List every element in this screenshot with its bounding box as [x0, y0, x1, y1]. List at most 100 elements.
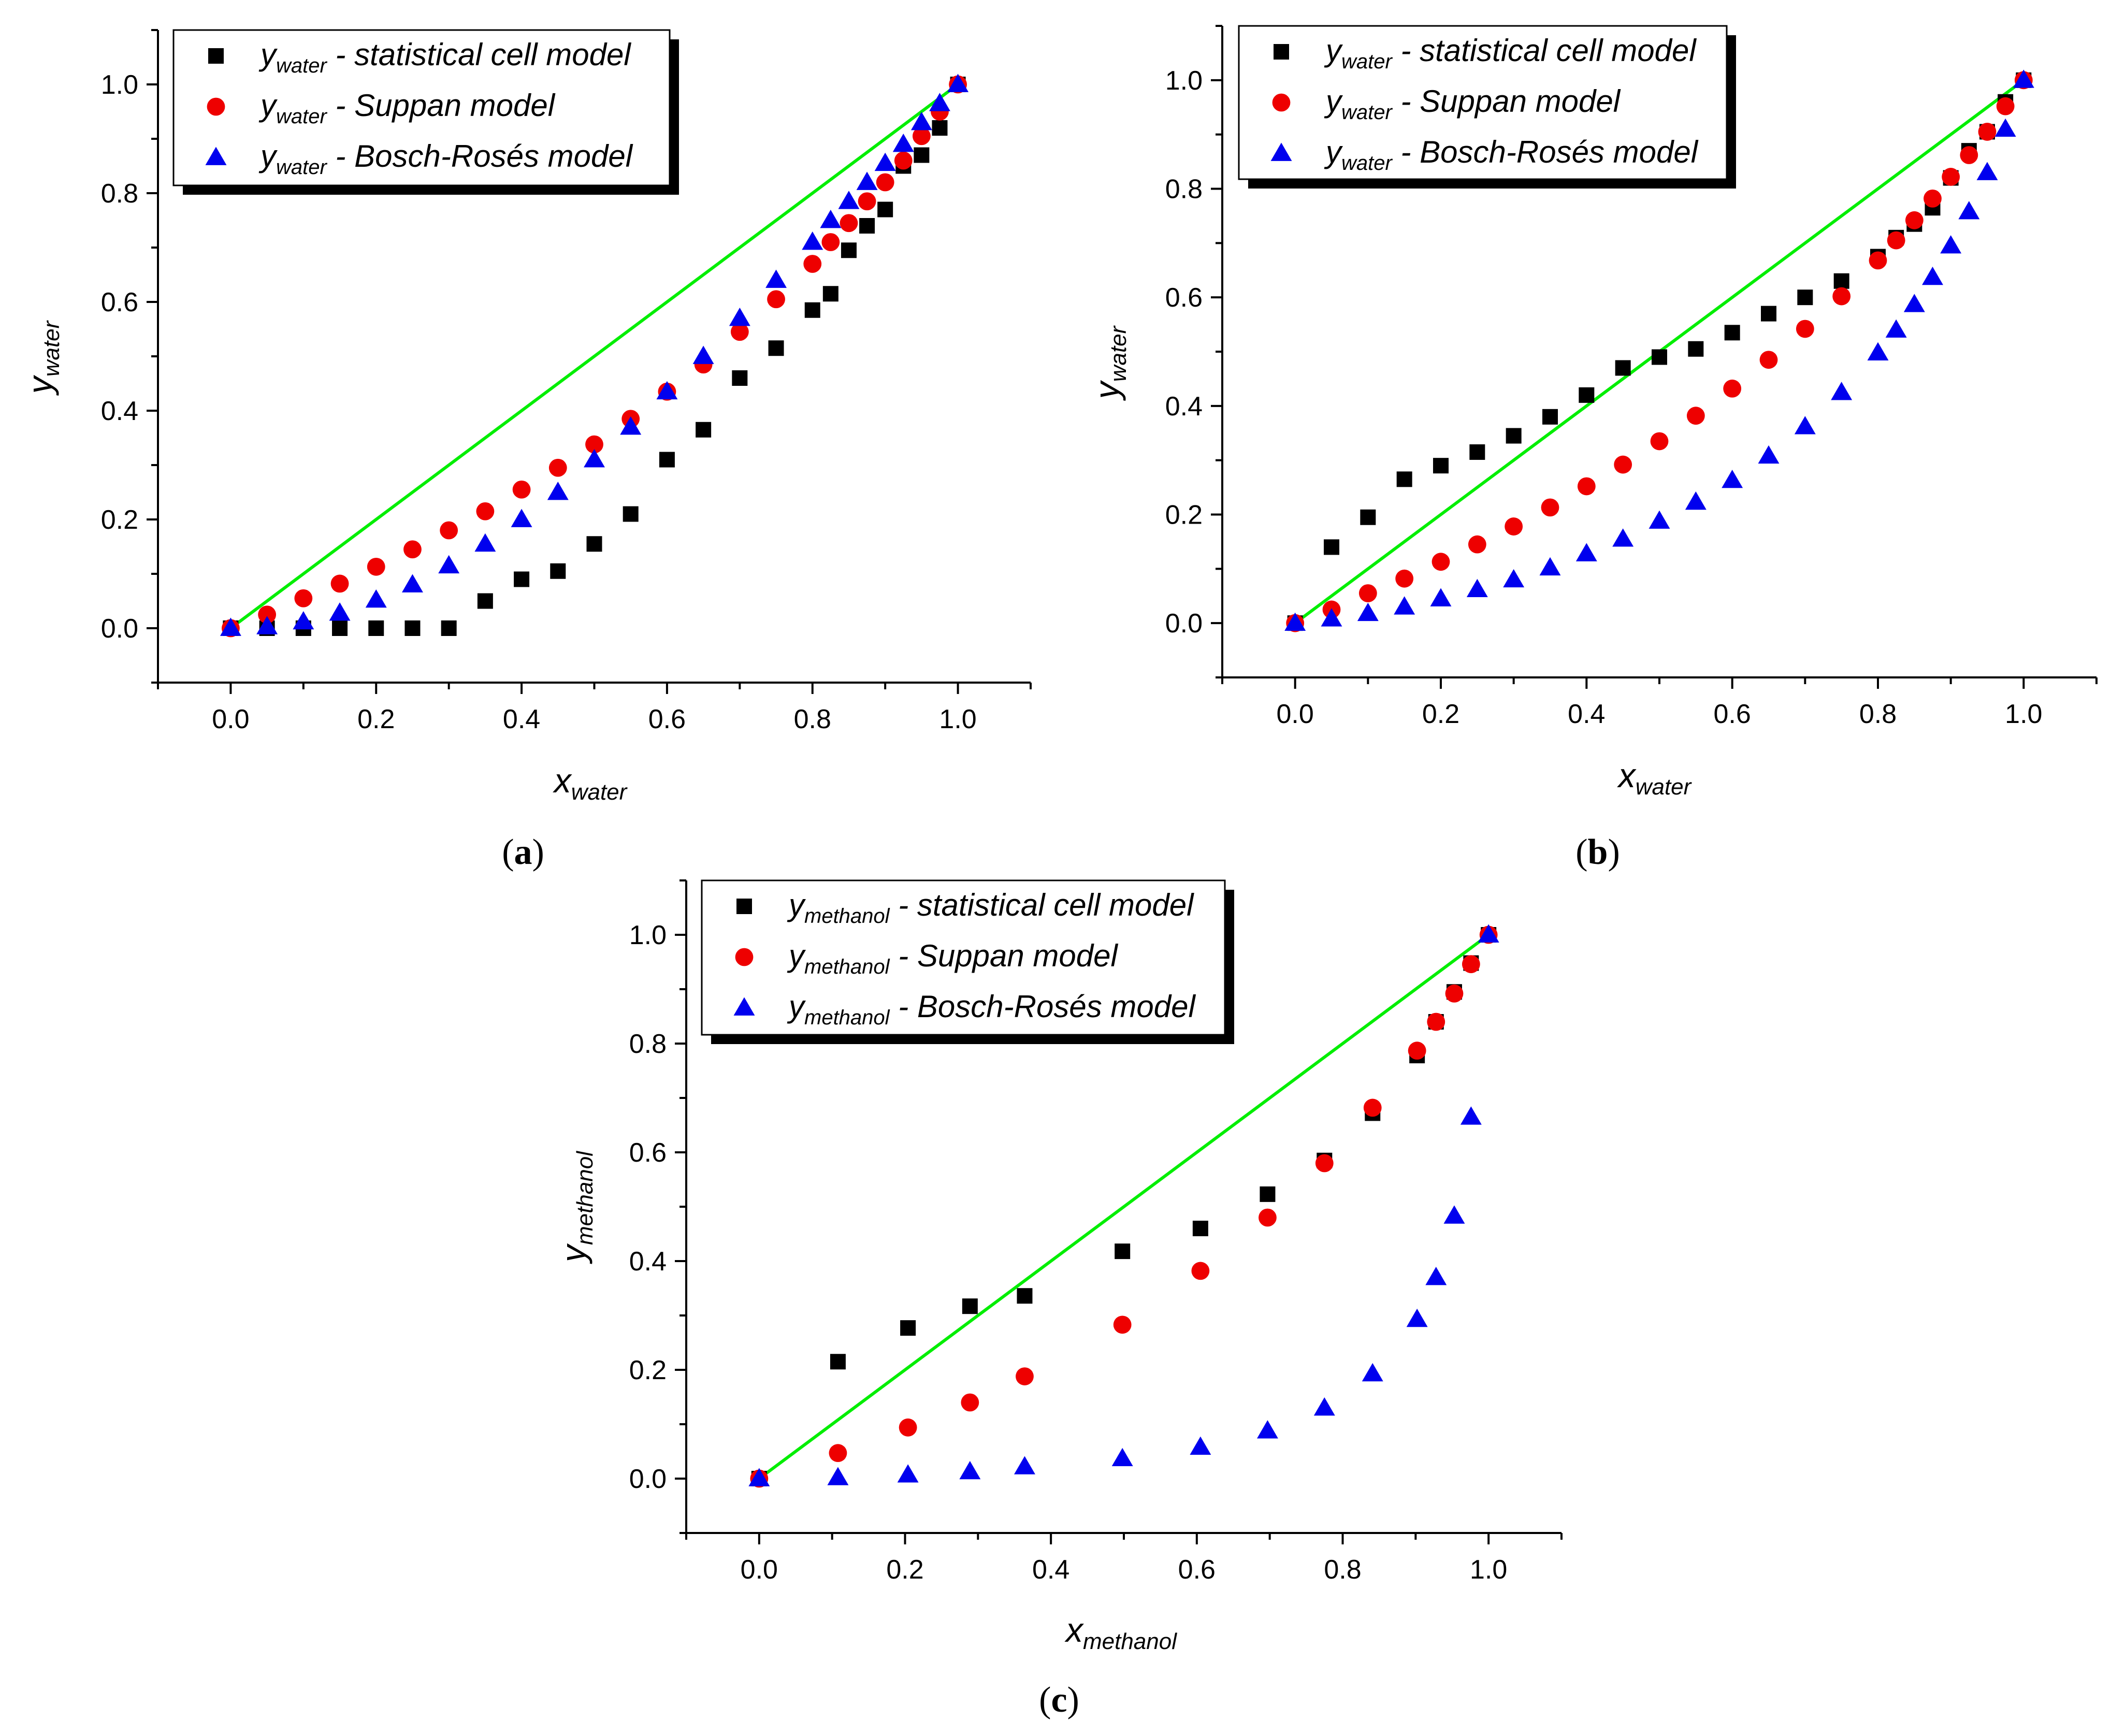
- legend-label-sub: methanol: [804, 905, 890, 928]
- data-point: [838, 191, 860, 209]
- chart-panel-a: 0.0 0.2 0.4 0.6 0.8 1.00.00.20.40.60.81.0xwat…: [21, 29, 1032, 872]
- data-point: [1958, 201, 1980, 220]
- data-point: [767, 290, 785, 309]
- data-point: [1259, 1208, 1277, 1227]
- x-tick-label: 0.8: [1324, 1555, 1361, 1585]
- y-axis-label-var: y: [21, 374, 59, 396]
- legend-label: ymethanol - Suppan model: [787, 938, 1119, 978]
- data-point: [765, 269, 787, 288]
- x-axis-label: xmethanol: [1064, 1611, 1177, 1654]
- data-point: [1905, 211, 1924, 229]
- series-triangle: [1284, 69, 2034, 631]
- x-tick-label: 0.2: [357, 704, 395, 734]
- y-tick-label: 0.6: [1165, 283, 1203, 313]
- data-point: [1960, 146, 1978, 164]
- data-point: [584, 449, 605, 468]
- legend-label-var: y: [787, 989, 806, 1024]
- data-point: [1761, 306, 1776, 322]
- panel-caption-close: ): [1608, 832, 1620, 872]
- data-point: [1577, 477, 1596, 496]
- data-point: [874, 152, 896, 171]
- y-tick-label: 0.4: [101, 396, 138, 426]
- data-point: [365, 589, 387, 608]
- y-tick-label: 0.2: [629, 1355, 667, 1385]
- data-point: [1505, 517, 1523, 536]
- x-tick-label: 0.4: [1032, 1555, 1069, 1585]
- legend-marker: [1270, 142, 1292, 161]
- legend-label: ywater - statistical cell model: [1324, 33, 1697, 73]
- data-point: [768, 340, 784, 356]
- x-axis-label-var: x: [553, 761, 572, 800]
- data-point: [1794, 416, 1816, 435]
- legend-box: [1238, 25, 1728, 180]
- legend-marker: [207, 97, 225, 116]
- data-point: [511, 509, 532, 527]
- data-point: [900, 1320, 916, 1336]
- data-point: [1406, 1308, 1428, 1327]
- data-point: [1396, 471, 1412, 487]
- data-point: [1542, 409, 1558, 425]
- x-tick-label: 0.6: [1714, 699, 1751, 729]
- data-point: [692, 345, 714, 364]
- y-tick-label: 0.8: [101, 179, 138, 209]
- data-point: [1469, 444, 1485, 460]
- data-point: [1313, 1397, 1335, 1416]
- data-point: [1256, 1420, 1278, 1439]
- data-point: [404, 620, 421, 636]
- data-point: [1686, 407, 1705, 425]
- y-tick-label: 0.8: [629, 1029, 667, 1059]
- data-point: [821, 233, 840, 251]
- data-point: [1885, 319, 1907, 338]
- data-point: [1432, 553, 1450, 571]
- legend-label-var: y: [1324, 84, 1343, 119]
- x-axis-label: xwater: [553, 761, 628, 805]
- data-point: [696, 422, 712, 438]
- x-axis-label-var: x: [1617, 756, 1637, 794]
- legend-label-text: - Bosch-Rosés model: [327, 139, 633, 173]
- data-point: [858, 192, 876, 211]
- legend-label-sub: water: [276, 54, 327, 77]
- y-tick-label: 0.2: [1165, 500, 1203, 530]
- x-tick-label: 0.4: [1568, 699, 1605, 729]
- data-point: [1831, 382, 1853, 400]
- panel-caption: (b): [1575, 832, 1620, 872]
- data-point: [748, 1468, 770, 1486]
- data-point: [1362, 1363, 1383, 1382]
- legend-label-var: y: [258, 139, 278, 173]
- data-point: [1758, 445, 1780, 464]
- legend-label-sub: methanol: [804, 1006, 890, 1029]
- data-point: [876, 173, 894, 192]
- legend-label-text: - Suppan model: [890, 938, 1119, 973]
- data-point: [1976, 162, 1998, 180]
- legend-label-text: - statistical cell model: [1392, 33, 1697, 68]
- data-point: [1357, 602, 1379, 621]
- data-point: [367, 557, 385, 576]
- data-point: [729, 308, 750, 326]
- panel-caption: (c): [1039, 1680, 1079, 1720]
- data-point: [894, 151, 913, 170]
- data-point: [220, 617, 241, 636]
- data-point: [1650, 432, 1669, 451]
- x-tick-label: 1.0: [939, 704, 976, 734]
- data-point: [822, 286, 838, 302]
- data-point: [477, 593, 493, 609]
- data-point: [548, 458, 567, 477]
- data-point: [1427, 1012, 1445, 1031]
- legend-label: ymethanol - statistical cell model: [787, 888, 1194, 928]
- data-point: [929, 93, 950, 111]
- data-point: [1942, 168, 1960, 186]
- legend-label-var: y: [787, 938, 806, 973]
- y-axis-label-var: y: [1088, 380, 1126, 401]
- data-point: [1724, 325, 1740, 341]
- data-point: [401, 574, 423, 592]
- legend-label-text: - statistical cell model: [890, 888, 1195, 922]
- data-point: [962, 1298, 978, 1314]
- data-point: [1111, 1448, 1133, 1466]
- data-point: [947, 74, 969, 92]
- data-point: [1324, 539, 1339, 555]
- legend-label-var: y: [258, 88, 278, 123]
- chart-panel-b: 0.0 0.2 0.4 0.6 0.8 1.00.00.20.40.60.81.0xwat…: [1088, 25, 2098, 872]
- panel-caption: (a): [502, 832, 544, 872]
- panel-caption-open: (: [502, 832, 514, 872]
